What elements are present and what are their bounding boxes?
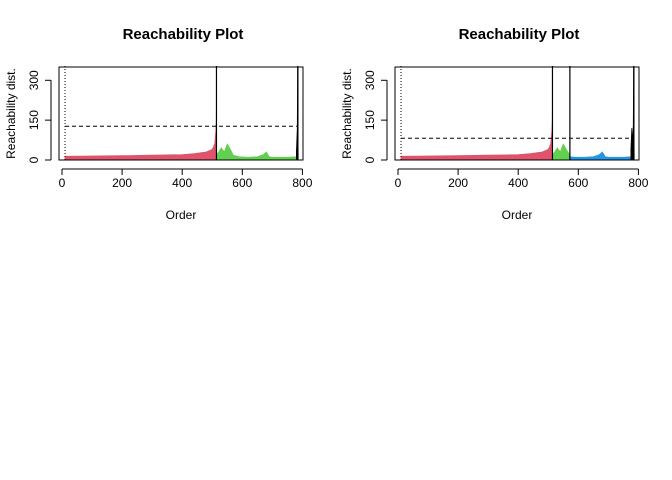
x-tick-label: 0 [395,176,402,190]
x-axis-label: Order [502,208,533,222]
x-tick-label: 600 [568,176,588,190]
plot-frame [58,66,304,161]
x-tick-label: 400 [508,176,528,190]
x-tick-label: 800 [292,176,312,190]
y-tick-label: 150 [363,110,377,130]
series-area-1 [216,143,298,161]
chart-title: Reachability Plot [123,26,244,43]
x-tick-label: 200 [112,176,132,190]
x-axis-label: Order [166,208,197,222]
x-tick-label: 200 [448,176,468,190]
y-tick-label: 300 [363,70,377,90]
y-tick-label: 0 [27,156,41,163]
chart-title: Reachability Plot [459,26,580,43]
y-axis-label: Reachability dist. [340,68,354,159]
y-tick-label: 150 [27,110,41,130]
series-area-0 [64,115,217,161]
y-tick-label: 0 [363,156,377,163]
y-tick-label: 300 [27,70,41,90]
reachability-panel-left: Reachability Plot 0 200 400 600 800 Order 0 150 3… [4,26,313,222]
x-tick-label: 600 [232,176,252,190]
series-area-2 [569,151,632,161]
reachability-panel-right: Reachability Plot 0 200 400 600 800 Order 0 150 3… [340,26,649,222]
series-area-1 [552,143,571,161]
series-area-0 [400,115,553,161]
x-tick-label: 400 [172,176,192,190]
x-tick-label: 0 [59,176,66,190]
y-axis-label: Reachability dist. [4,68,18,159]
x-tick-label: 800 [628,176,648,190]
plot-frame [394,66,640,161]
